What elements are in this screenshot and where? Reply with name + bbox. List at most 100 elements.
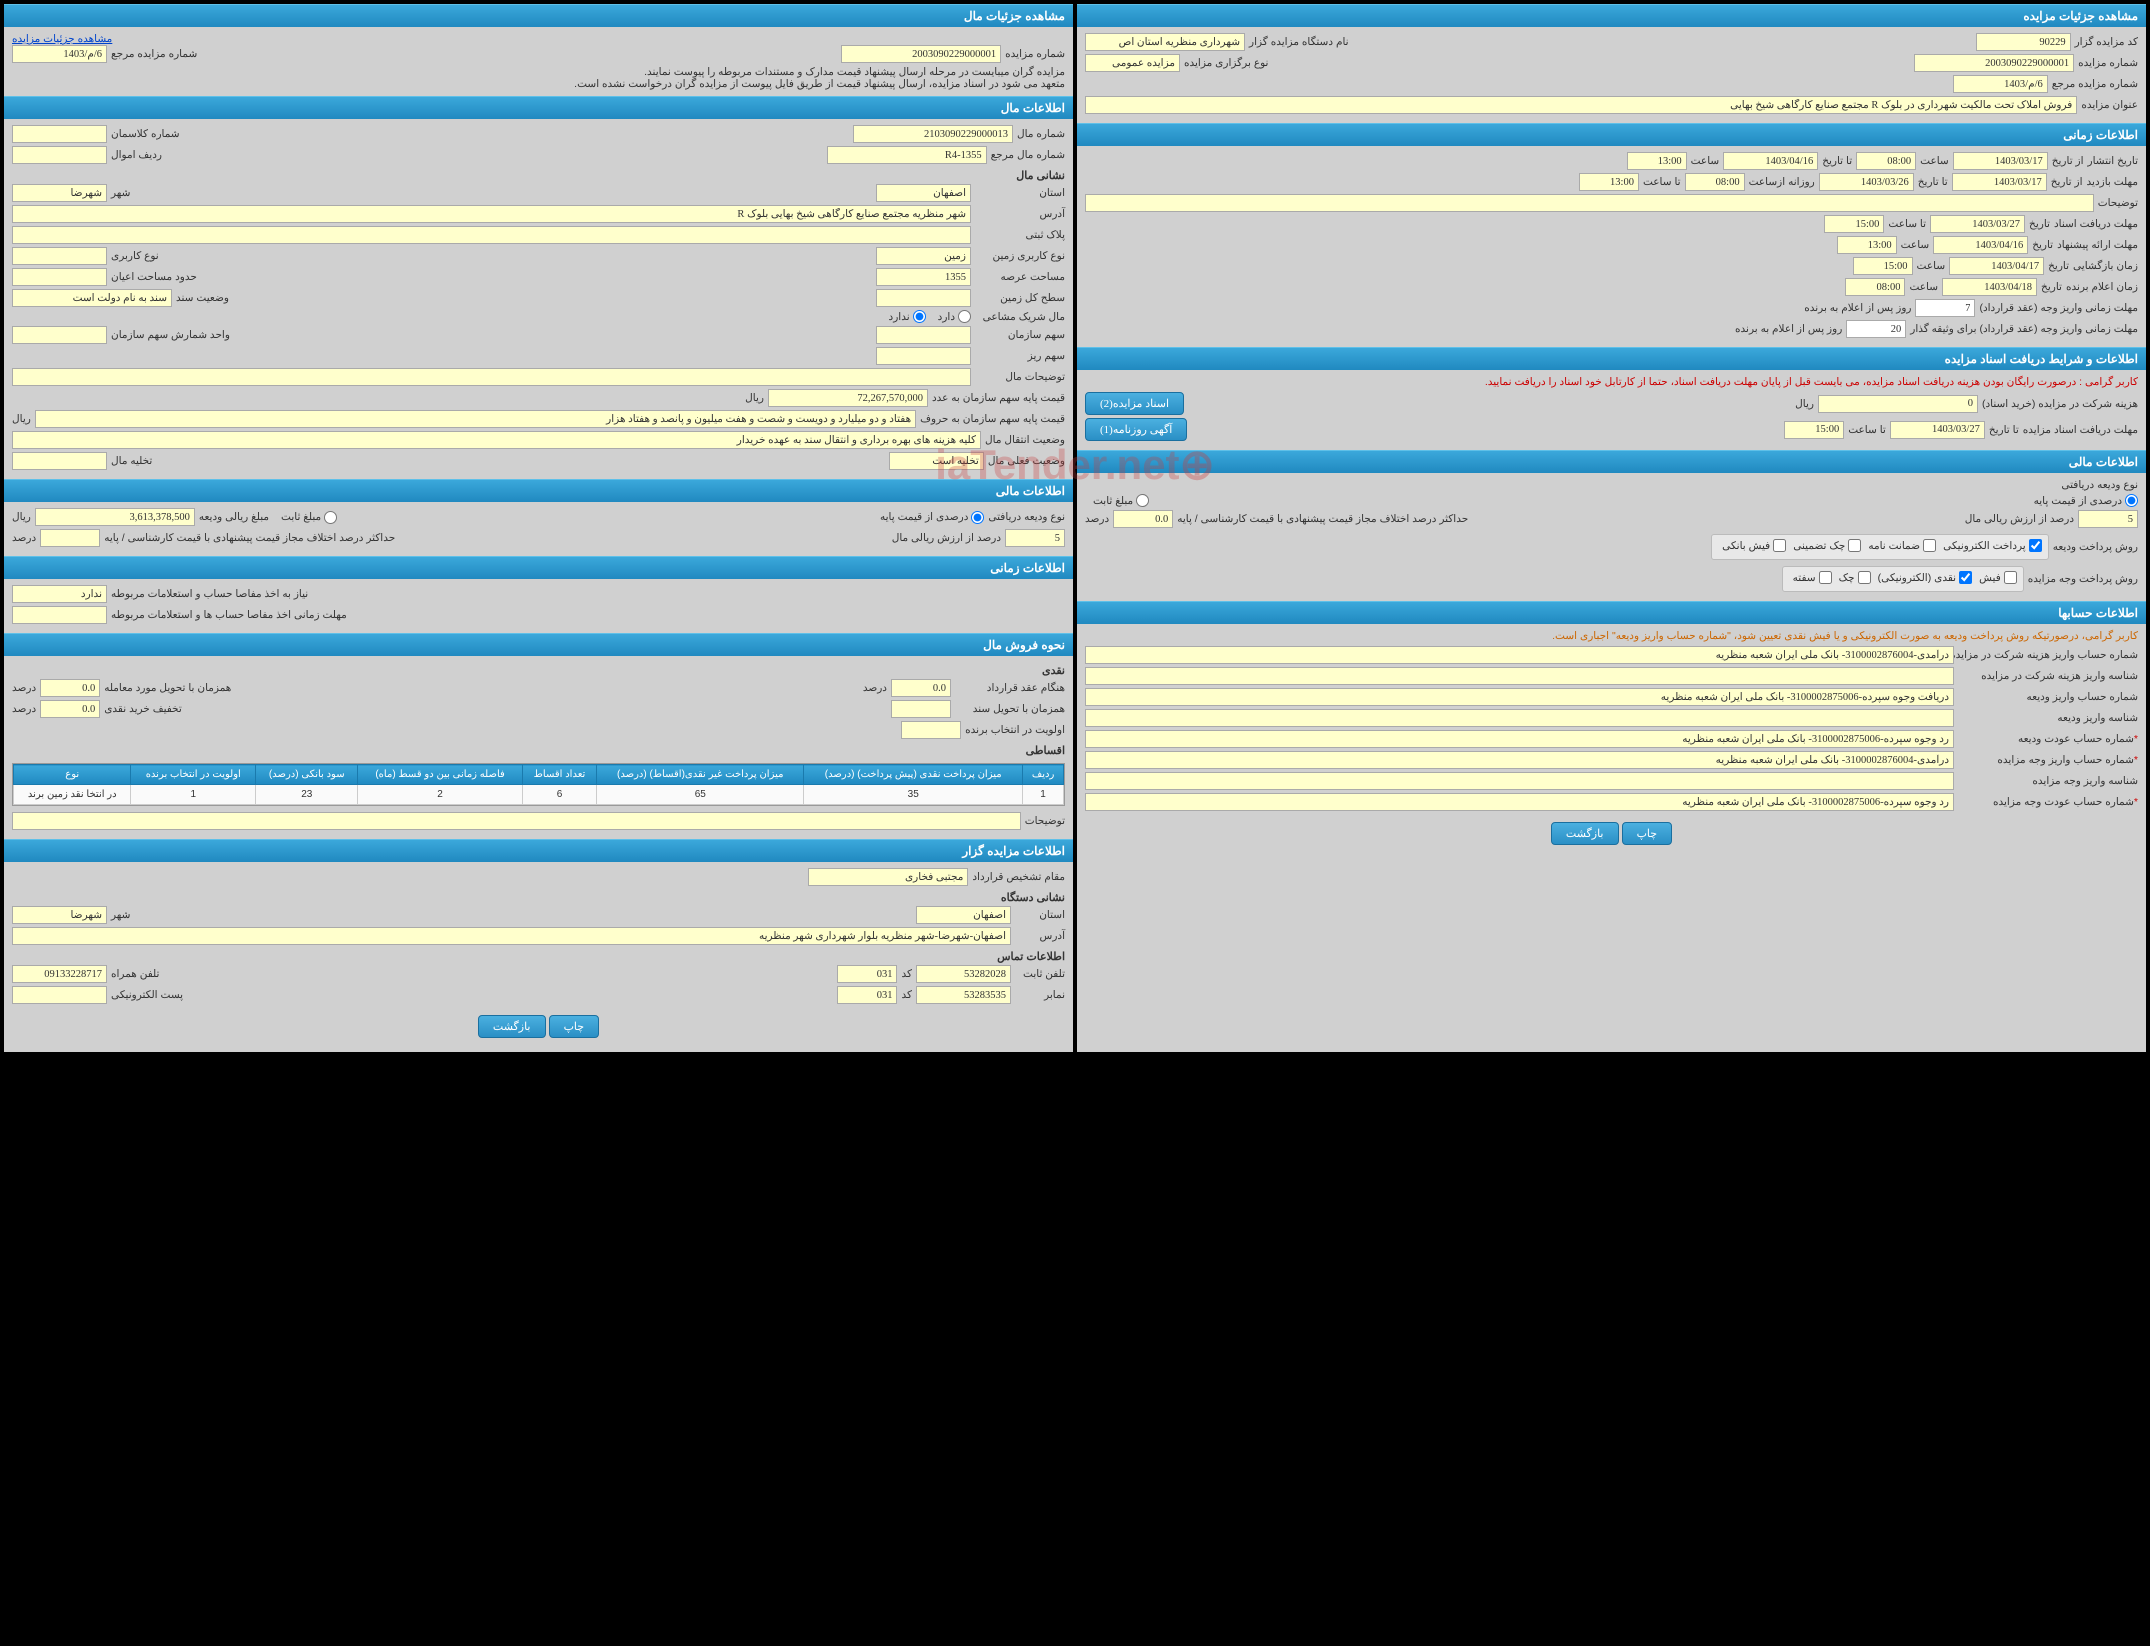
fax-code-field[interactable] xyxy=(837,986,897,1004)
riz-field[interactable] xyxy=(876,347,971,365)
o-city-field[interactable] xyxy=(12,906,107,924)
acc6-field[interactable] xyxy=(1085,751,1954,769)
acc5-field[interactable] xyxy=(1085,730,1954,748)
use-field[interactable] xyxy=(12,247,107,265)
acc7-field[interactable] xyxy=(1085,772,1954,790)
pay-days-field[interactable] xyxy=(1915,299,1975,317)
view-auction-link[interactable]: مشاهده جزئیات مزایده xyxy=(12,33,112,45)
shared-no-radio[interactable] xyxy=(913,310,926,323)
visit-to-time[interactable] xyxy=(1579,173,1639,191)
desc-field[interactable] xyxy=(12,368,971,386)
deed-field[interactable] xyxy=(12,289,172,307)
offer-date[interactable] xyxy=(1933,236,2028,254)
doc-deadline-date[interactable] xyxy=(1890,421,1985,439)
docs-button[interactable]: اسناد مزایده(2) xyxy=(1085,392,1184,415)
doc-recv-date[interactable] xyxy=(1930,215,2025,233)
guarantee-check[interactable] xyxy=(1923,539,1936,552)
org-field[interactable] xyxy=(1085,33,1245,51)
acc8-field[interactable] xyxy=(1085,793,1954,811)
open-time[interactable] xyxy=(1853,257,1913,275)
pub-to-time[interactable] xyxy=(1627,152,1687,170)
deed-deliver-field[interactable] xyxy=(891,700,951,718)
doc-recv-time[interactable] xyxy=(1824,215,1884,233)
mob-field[interactable] xyxy=(12,965,107,983)
code-field[interactable] xyxy=(1976,33,2071,51)
doc-deadline-time[interactable] xyxy=(1784,421,1844,439)
bank-slip-check[interactable] xyxy=(1773,539,1786,552)
row-field[interactable] xyxy=(12,146,107,164)
back-button-l[interactable]: بازگشت xyxy=(478,1015,546,1038)
open-date[interactable] xyxy=(1949,257,2044,275)
addr-field[interactable] xyxy=(12,205,971,223)
org-share-field[interactable] xyxy=(876,326,971,344)
vac-field[interactable] xyxy=(12,452,107,470)
need-field[interactable] xyxy=(12,585,107,603)
plate-field[interactable] xyxy=(12,226,971,244)
guar-days-field[interactable] xyxy=(1846,320,1906,338)
pub-from-time[interactable] xyxy=(1856,152,1916,170)
type-field[interactable] xyxy=(1085,54,1180,72)
elec-pay-check[interactable] xyxy=(2029,539,2042,552)
ground-field[interactable] xyxy=(876,289,971,307)
buy-disc-field[interactable] xyxy=(40,700,100,718)
back-button-r[interactable]: بازگشت xyxy=(1551,822,1619,845)
visit-from-time[interactable] xyxy=(1685,173,1745,191)
dep-amt-field[interactable] xyxy=(35,508,195,526)
l-fixed-radio[interactable] xyxy=(324,511,337,524)
prio-field[interactable] xyxy=(901,721,961,739)
pub-to-date[interactable] xyxy=(1723,152,1818,170)
o-prov-field[interactable] xyxy=(916,906,1011,924)
acc1-field[interactable] xyxy=(1085,646,1954,664)
acc4-field[interactable] xyxy=(1085,709,1954,727)
notes-field-l[interactable] xyxy=(12,812,1021,830)
slip-check[interactable] xyxy=(2004,571,2017,584)
winner-date[interactable] xyxy=(1942,278,2037,296)
l-rial-pct-field[interactable] xyxy=(1005,529,1065,547)
base-num-field[interactable] xyxy=(768,389,928,407)
visit-from-date[interactable] xyxy=(1952,173,2047,191)
print-button-r[interactable]: چاپ xyxy=(1622,822,1673,845)
print-button-l[interactable]: چاپ xyxy=(549,1015,600,1038)
tel-field[interactable] xyxy=(916,965,1011,983)
tel-code-field[interactable] xyxy=(837,965,897,983)
acc2-field[interactable] xyxy=(1085,667,1954,685)
offer-time[interactable] xyxy=(1837,236,1897,254)
l-percent-radio[interactable] xyxy=(971,511,984,524)
official-field[interactable] xyxy=(808,868,968,886)
email-field[interactable] xyxy=(12,986,107,1004)
l-deadline-field[interactable] xyxy=(12,606,107,624)
l-ref-field[interactable] xyxy=(12,45,107,63)
subj-field[interactable] xyxy=(1085,96,2077,114)
count-unit-field[interactable] xyxy=(12,326,107,344)
notes-field[interactable] xyxy=(1085,194,2094,212)
ref-field[interactable] xyxy=(1953,75,2048,93)
fee-field[interactable] xyxy=(1818,395,1978,413)
asset-ref-field[interactable] xyxy=(827,146,987,164)
o-addr-field[interactable] xyxy=(12,927,1011,945)
land-field[interactable] xyxy=(876,247,971,265)
class-field[interactable] xyxy=(12,125,107,143)
acc3-field[interactable] xyxy=(1085,688,1954,706)
cur-field[interactable] xyxy=(889,452,984,470)
prov-field[interactable] xyxy=(876,184,971,202)
percent-base-radio[interactable] xyxy=(2125,494,2138,507)
area-field[interactable] xyxy=(876,268,971,286)
fax-field[interactable] xyxy=(916,986,1011,1004)
winner-time[interactable] xyxy=(1845,278,1905,296)
build-field[interactable] xyxy=(12,268,107,286)
l-num-field[interactable] xyxy=(841,45,1001,63)
safte-check[interactable] xyxy=(1819,571,1832,584)
check-guar-check[interactable] xyxy=(1848,539,1861,552)
newspaper-button[interactable]: آگهی روزنامه(1) xyxy=(1085,418,1187,441)
cash-elec-check[interactable] xyxy=(1959,571,1972,584)
shared-yes-radio[interactable] xyxy=(958,310,971,323)
trans-field[interactable] xyxy=(12,431,981,449)
visit-to-date[interactable] xyxy=(1819,173,1914,191)
rial-percent-field[interactable] xyxy=(2078,510,2138,528)
contract-field[interactable] xyxy=(891,679,951,697)
asset-num-field[interactable] xyxy=(853,125,1013,143)
base-txt-field[interactable] xyxy=(35,410,916,428)
city-field[interactable] xyxy=(12,184,107,202)
l-diff-field[interactable] xyxy=(40,529,100,547)
deal-field[interactable] xyxy=(40,679,100,697)
